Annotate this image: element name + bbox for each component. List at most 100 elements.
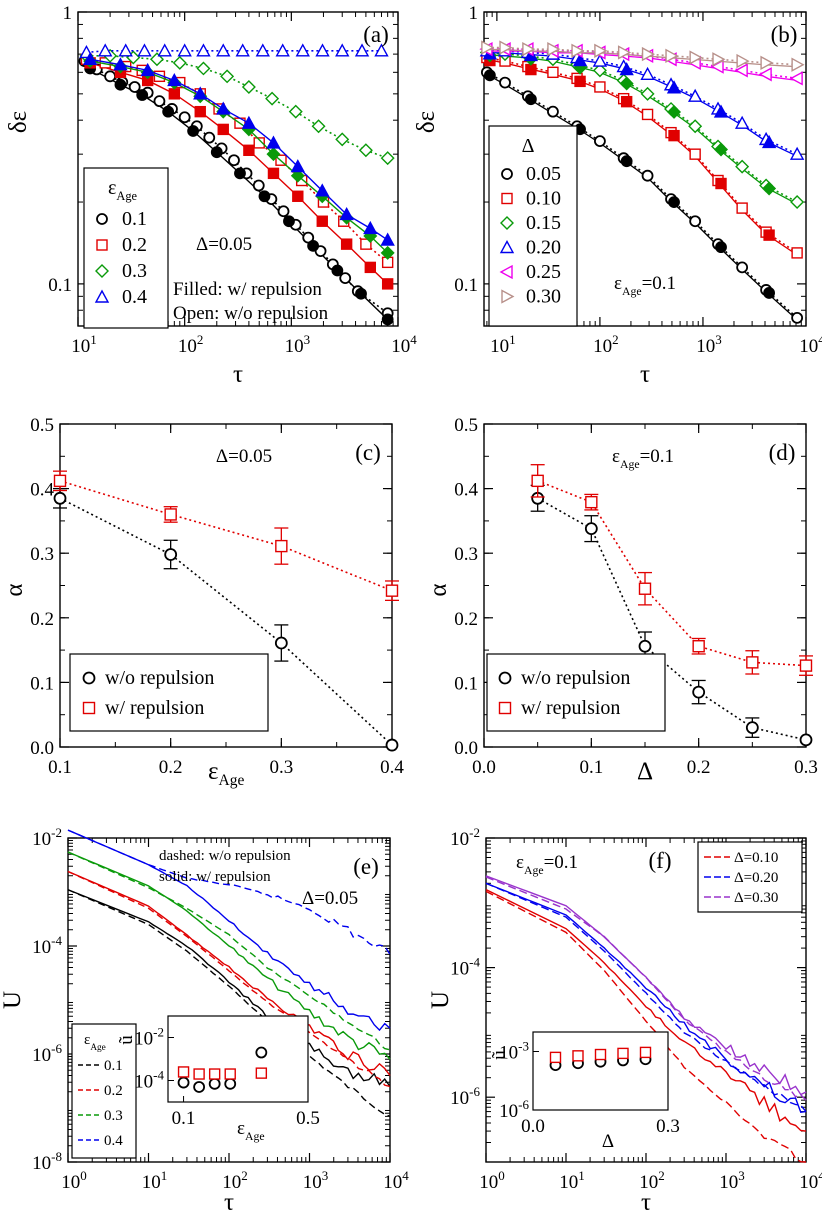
data-point-open bbox=[277, 205, 290, 218]
legend-marker bbox=[501, 192, 513, 205]
data-point-open bbox=[499, 76, 511, 89]
data-point-open bbox=[736, 202, 748, 214]
legend-marker bbox=[500, 216, 514, 230]
data-point-open bbox=[641, 108, 654, 121]
x-axis-label: τ bbox=[640, 361, 650, 388]
data-point-open bbox=[687, 88, 703, 102]
data-point-open bbox=[354, 43, 370, 57]
legend-label: 0.25 bbox=[526, 261, 561, 283]
legend-label: 0.2 bbox=[122, 234, 147, 256]
data-point-filled bbox=[619, 76, 634, 91]
y-tick-label: 0.2 bbox=[30, 609, 54, 630]
data-point-open bbox=[481, 40, 495, 55]
legend-title: Δ bbox=[522, 135, 535, 157]
inset-data-point bbox=[594, 1048, 607, 1061]
data-point-filled bbox=[114, 78, 127, 91]
data-point-filled bbox=[363, 220, 378, 235]
annotation-delta: Δ=0.05 bbox=[216, 446, 272, 467]
series-eage-0.4 bbox=[79, 43, 395, 246]
data-point bbox=[799, 659, 813, 672]
data-point-open bbox=[252, 179, 265, 192]
data-point-filled bbox=[283, 215, 295, 228]
data-point bbox=[584, 522, 598, 536]
annotation-solid: solid: w/ repulsion bbox=[159, 869, 271, 885]
data-point-filled bbox=[316, 215, 328, 227]
panel-b: 101 102 103 1040.11(b)τδεΔ0.050.100.150.200… bbox=[413, 3, 822, 388]
data-point-filled bbox=[524, 93, 537, 106]
data-point-filled bbox=[82, 51, 98, 65]
legend-marker bbox=[501, 168, 513, 180]
data-point-filled bbox=[715, 241, 727, 254]
data-point-filled bbox=[162, 105, 175, 118]
data-point-open bbox=[712, 52, 726, 67]
inset-data-point bbox=[255, 1067, 268, 1079]
series-delta-0.30 bbox=[481, 40, 805, 72]
series-line-dashed bbox=[67, 870, 391, 1088]
data-point-filled bbox=[380, 245, 395, 260]
panel-label: (c) bbox=[355, 440, 381, 465]
data-point-filled bbox=[762, 181, 777, 196]
series-line-dotted bbox=[59, 480, 393, 592]
x-tick-label: 0.2 bbox=[687, 757, 711, 778]
inset-data-point bbox=[224, 1068, 236, 1080]
legend-box bbox=[69, 653, 269, 732]
annotation-dashed: dashed: w/o repulsion bbox=[159, 848, 291, 864]
legend-marker bbox=[82, 671, 96, 685]
data-point-filled bbox=[381, 278, 394, 290]
data-point-open bbox=[157, 43, 172, 57]
data-point-open bbox=[789, 71, 803, 86]
annotation-open: Open: w/o repulsion bbox=[173, 303, 329, 324]
inset-x-tick-label: 0.3 bbox=[656, 1116, 680, 1137]
data-point-open bbox=[592, 53, 608, 67]
data-point-open bbox=[499, 40, 513, 55]
data-point bbox=[746, 656, 759, 669]
data-point-filled bbox=[234, 167, 246, 180]
data-point-open bbox=[594, 43, 608, 58]
data-point-open bbox=[791, 247, 803, 259]
inset-frame bbox=[532, 1031, 669, 1111]
data-point-filled bbox=[266, 147, 281, 162]
y-tick-label: 0.1 bbox=[454, 275, 478, 296]
data-point bbox=[385, 584, 399, 597]
data-point-filled bbox=[364, 261, 377, 274]
legend-label: Δ=0.20 bbox=[734, 870, 778, 886]
data-point-open bbox=[275, 43, 290, 57]
x-axis-label: τ bbox=[641, 1189, 651, 1216]
legend-marker bbox=[498, 671, 512, 685]
series-eage-0.1 bbox=[78, 55, 394, 326]
inset-data-point bbox=[255, 1046, 268, 1059]
y-tick-label: 0.1 bbox=[30, 673, 54, 694]
annotation-eage: εAge=0.1 bbox=[612, 446, 674, 471]
legend-box bbox=[71, 1023, 137, 1159]
series-eage-0.4 bbox=[67, 829, 391, 1032]
data-point-filled bbox=[523, 47, 539, 62]
data-point-open bbox=[98, 43, 113, 57]
panel-c: 0.1 0.2 0.3 0.40.00.10.20.30.40.5(c)Δ=0.05ε… bbox=[1, 415, 404, 789]
x-tick-label: 102 bbox=[178, 332, 204, 357]
data-point bbox=[638, 582, 652, 595]
y-tick-label: 0.1 bbox=[48, 275, 72, 296]
data-point-open bbox=[118, 43, 133, 57]
legend-label: 0.10 bbox=[526, 188, 561, 210]
data-point-open bbox=[153, 95, 166, 108]
y-tick-label: 10-6 bbox=[32, 1041, 62, 1066]
data-point-open bbox=[335, 132, 350, 147]
legend-marker bbox=[498, 701, 512, 715]
data-point-open bbox=[265, 91, 280, 106]
legend-marker bbox=[501, 289, 515, 304]
x-axis-label: Δ bbox=[637, 758, 653, 785]
data-point-filled bbox=[193, 86, 208, 100]
data-point-filled bbox=[619, 62, 634, 76]
series-line-solid bbox=[67, 889, 391, 1087]
inset-y-axis-label: ũ bbox=[489, 1050, 510, 1060]
panel-label: (d) bbox=[769, 440, 796, 465]
y-tick-label: 0.5 bbox=[30, 415, 54, 436]
data-point-open bbox=[178, 111, 191, 124]
x-axis-label: τ bbox=[233, 361, 243, 388]
series-line-solid bbox=[485, 888, 807, 1132]
inset-x-tick-label: 0.1 bbox=[172, 1108, 196, 1129]
data-point-open bbox=[177, 43, 192, 57]
panel-e: 100 101 102 103 104 10-8 10-6 10-4 10-2 (e) dashed… bbox=[0, 825, 409, 1216]
data-point-filled bbox=[210, 146, 223, 159]
data-point bbox=[274, 636, 288, 650]
